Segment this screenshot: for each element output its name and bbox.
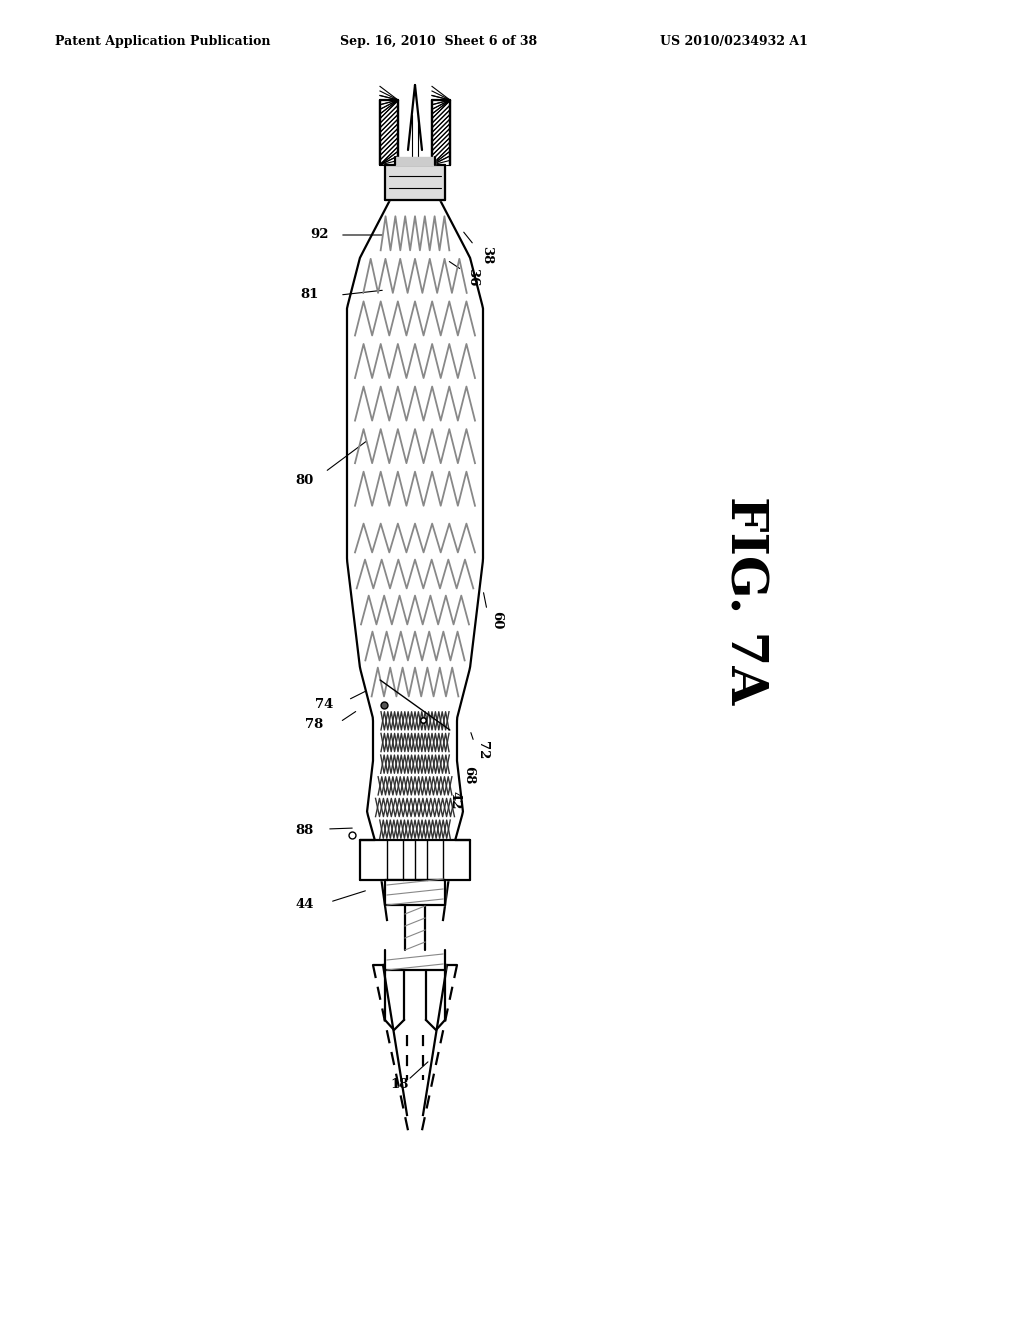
Polygon shape (433, 100, 449, 165)
Polygon shape (360, 840, 470, 880)
Polygon shape (381, 100, 397, 165)
Text: 74: 74 (315, 698, 334, 711)
Text: 92: 92 (310, 228, 329, 242)
Text: 36: 36 (466, 268, 479, 286)
Text: 38: 38 (480, 246, 493, 264)
Text: 78: 78 (305, 718, 324, 731)
Text: FIG. 7A: FIG. 7A (720, 496, 769, 704)
Polygon shape (385, 880, 445, 906)
Text: Sep. 16, 2010  Sheet 6 of 38: Sep. 16, 2010 Sheet 6 of 38 (340, 36, 538, 48)
Text: 18: 18 (390, 1078, 409, 1092)
Text: US 2010/0234932 A1: US 2010/0234932 A1 (660, 36, 808, 48)
Polygon shape (395, 157, 435, 165)
Polygon shape (408, 84, 422, 165)
Text: 88: 88 (295, 824, 313, 837)
Polygon shape (385, 165, 445, 201)
Text: Patent Application Publication: Patent Application Publication (55, 36, 270, 48)
Polygon shape (406, 906, 425, 950)
Polygon shape (347, 201, 483, 920)
Text: 81: 81 (300, 289, 318, 301)
Text: 42: 42 (449, 791, 461, 809)
Text: 72: 72 (476, 741, 489, 759)
Polygon shape (385, 950, 445, 970)
Text: 80: 80 (295, 474, 313, 487)
Text: 44: 44 (295, 899, 313, 912)
Text: 60: 60 (490, 611, 503, 630)
Text: 68: 68 (462, 766, 475, 784)
